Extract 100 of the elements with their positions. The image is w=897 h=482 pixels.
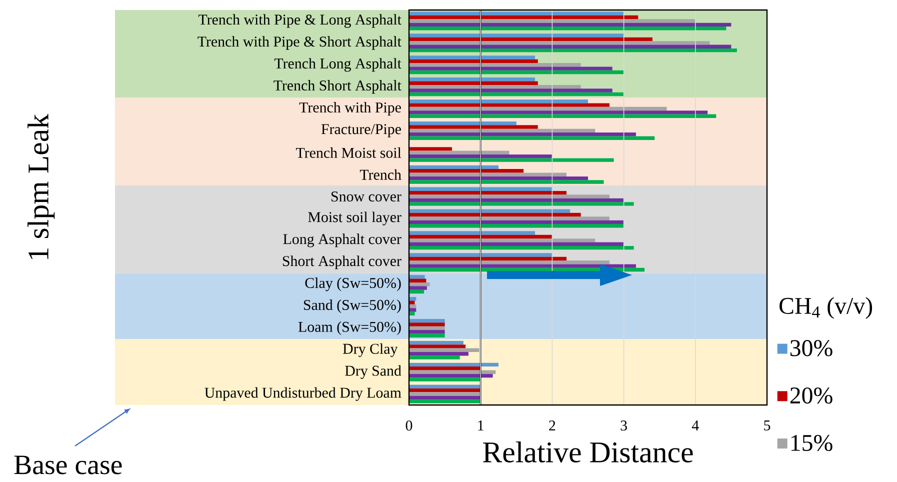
legend-label: 30% — [790, 340, 832, 356]
bar — [409, 44, 732, 48]
bar — [409, 396, 481, 400]
bar — [409, 103, 610, 107]
legend-title: CH$_{4}$ (v/v) — [780, 297, 872, 319]
y-tick-label: Unpaved Undisturbed Dry Loam — [204, 387, 402, 401]
bar — [409, 15, 638, 20]
x-tick-label: 4 — [692, 420, 699, 430]
bar — [409, 92, 624, 96]
x-tick-label: 3 — [620, 420, 627, 431]
y-tick-label: Trench Moist soil — [296, 147, 402, 158]
y-tick-label: Trench with Pipe & Long Asphalt — [198, 14, 402, 28]
legend-label: 15% — [791, 434, 832, 452]
bar — [409, 12, 624, 16]
bar — [409, 128, 596, 133]
bar — [409, 59, 538, 64]
bar — [409, 63, 581, 67]
y-tick-label: Trench with Pipe — [299, 102, 401, 116]
bar — [409, 362, 498, 367]
bar — [409, 340, 464, 345]
y-tick-label: Trench Short Asphalt — [274, 80, 402, 94]
y-tick-label: Fracture/Pipe — [321, 124, 401, 138]
bar — [409, 198, 624, 202]
bar — [409, 326, 445, 330]
bar — [409, 238, 596, 242]
bar — [409, 224, 624, 228]
bar — [409, 209, 570, 213]
y-tick-label: Sand (Sw=50%) — [304, 299, 401, 314]
bar — [409, 234, 552, 239]
bar — [409, 388, 481, 392]
x-tick-label: 0 — [406, 420, 412, 431]
bar — [409, 56, 536, 60]
bar — [409, 352, 468, 356]
bar — [409, 26, 726, 30]
bar — [409, 132, 636, 136]
bar — [409, 231, 536, 235]
bar — [409, 70, 624, 74]
y-tick-label: Short Asphalt cover — [282, 256, 402, 270]
bar — [409, 242, 624, 246]
y-tick-label: Trench — [360, 169, 402, 180]
bar — [409, 278, 426, 282]
x-tick-label: 5 — [764, 420, 770, 430]
bar — [409, 165, 498, 170]
bar — [409, 147, 452, 151]
bar — [409, 169, 524, 173]
bar — [409, 286, 427, 290]
bar — [409, 100, 588, 104]
bar — [409, 172, 567, 176]
bar — [409, 150, 510, 154]
y-tick-label: Dry Clay — [342, 343, 398, 357]
bar — [409, 282, 430, 286]
bar — [409, 78, 536, 82]
bar — [409, 246, 634, 250]
bar — [409, 202, 634, 206]
bar — [409, 154, 552, 158]
bar — [409, 318, 445, 323]
bar — [409, 110, 708, 114]
y-tick-label: Trench with Pipe & Short Asphalt — [198, 36, 402, 50]
bar — [409, 400, 481, 404]
bar — [409, 392, 481, 396]
bar — [409, 88, 612, 92]
x-tick-label: 2 — [549, 420, 556, 430]
bar — [409, 378, 481, 382]
bar — [409, 176, 588, 180]
bar — [409, 121, 516, 126]
bar — [409, 158, 614, 162]
y-tick-label: Trench Long Asphalt — [274, 58, 402, 72]
bar — [409, 48, 737, 52]
bar — [409, 300, 415, 304]
bar — [409, 275, 425, 279]
bar — [409, 19, 696, 23]
bar — [409, 84, 581, 89]
bar — [409, 187, 552, 191]
bar — [409, 114, 716, 118]
bar — [409, 216, 610, 220]
bar — [409, 34, 624, 38]
legend-label: 20% — [790, 387, 832, 404]
bar — [409, 374, 493, 378]
bar — [409, 290, 424, 294]
bar — [409, 136, 655, 140]
text: Base case — [14, 456, 122, 474]
bar — [409, 322, 445, 326]
bar — [409, 190, 567, 195]
bar — [409, 308, 416, 312]
y-tick-label: Snow cover — [332, 192, 402, 202]
bar — [409, 37, 652, 42]
bar — [409, 334, 445, 338]
bar — [409, 348, 480, 352]
bar — [409, 212, 581, 217]
bar — [409, 220, 624, 224]
x-tick-label: 1 — [478, 420, 484, 430]
bar — [409, 125, 538, 129]
bar — [409, 256, 567, 261]
bar — [409, 370, 496, 374]
bar — [409, 356, 460, 360]
bar — [409, 344, 466, 348]
bar — [409, 264, 636, 268]
bar — [409, 330, 445, 334]
bar — [409, 41, 710, 45]
bar — [409, 194, 610, 198]
